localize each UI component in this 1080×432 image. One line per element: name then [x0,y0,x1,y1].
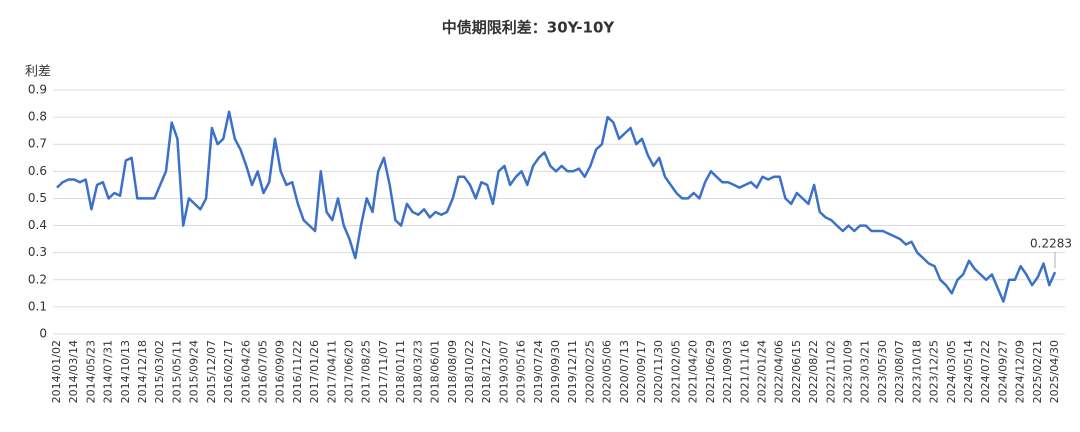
chart-title: 中债期限利差：30Y-10Y [442,19,616,37]
x-tick-label: 2021/04/20 [687,340,700,403]
x-tick-label: 2025/02/21 [1031,340,1044,403]
x-tick-label: 2016/09/09 [274,340,287,403]
y-tick-label: 0.7 [28,137,47,151]
x-tick-label: 2016/04/26 [239,340,252,403]
x-tick-label: 2015/12/07 [205,340,218,403]
x-tick-label: 2020/11/30 [652,340,665,403]
x-tick-label: 2023/01/09 [842,340,855,403]
x-tick-label: 2023/12/25 [928,340,941,403]
x-tick-label: 2016/07/05 [256,340,269,403]
x-tick-label: 2023/05/30 [876,340,889,403]
x-tick-label: 2014/03/14 [67,340,80,403]
x-tick-label: 2020/02/25 [583,340,596,403]
x-tick-label: 2019/12/11 [566,340,579,403]
y-tick-label: 0.4 [28,218,47,232]
x-tick-label: 2024/03/05 [945,340,958,403]
x-tick-label: 2017/04/11 [325,340,338,403]
x-tick-label: 2024/07/22 [979,340,992,403]
x-tick-label: 2016/11/22 [291,340,304,403]
x-tick-label: 2016/02/17 [222,340,235,403]
x-tick-label: 2018/01/11 [394,340,407,403]
y-tick-label: 0.6 [28,164,47,178]
x-tick-label: 2014/10/13 [119,340,132,403]
data-line [56,110,1057,303]
x-tick-label: 2020/09/17 [635,340,648,403]
x-tick-label: 2017/08/25 [360,340,373,403]
x-tick-label: 2017/11/07 [377,340,390,403]
x-tick-label: 2022/08/22 [807,340,820,403]
x-tick-label: 2025/04/30 [1048,340,1061,403]
x-tick-label: 2023/03/21 [859,340,872,403]
x-tick-label: 2021/11/16 [738,340,751,403]
x-tick-label: 2018/12/27 [480,340,493,403]
x-tick-label: 2018/03/23 [411,340,424,403]
x-tick-label: 2019/07/24 [532,340,545,403]
y-tick-label: 0.8 [28,110,47,124]
x-tick-label: 2020/05/06 [601,340,614,403]
y-axis-label: 利差 [25,65,51,80]
y-tick-label: 0 [39,327,47,341]
x-tick-label: 2019/03/07 [497,340,510,403]
x-tick-label: 2014/07/31 [102,340,115,403]
x-tick-label: 2024/09/27 [996,340,1009,403]
x-tick-label: 2018/06/01 [429,340,442,403]
x-tick-label: 2020/07/13 [618,340,631,403]
x-tick-label: 2024/12/09 [1014,340,1027,403]
y-tick-label: 0.1 [28,299,47,313]
y-tick-label: 0.5 [28,191,47,205]
y-tick-label: 0.3 [28,245,47,259]
x-tick-label: 2014/05/23 [84,340,97,403]
x-tick-label: 2018/08/09 [446,340,459,403]
x-tick-label: 2015/09/24 [188,340,201,403]
x-tick-label: 2022/06/15 [790,340,803,403]
x-tick-label: 2023/08/07 [893,340,906,403]
x-tick-label: 2017/01/26 [308,340,321,403]
x-tick-label: 2017/06/20 [343,340,356,403]
x-tick-label: 2015/05/11 [170,340,183,403]
x-tick-label: 2021/06/29 [704,340,717,403]
x-tick-label: 2018/10/22 [463,340,476,403]
x-tick-label: 2014/12/18 [136,340,149,403]
x-tick-label: 2015/03/02 [153,340,166,403]
y-tick-label: 0.9 [28,83,47,97]
x-tick-label: 2019/09/30 [549,340,562,403]
x-tick-label: 2021/02/05 [669,340,682,403]
x-tick-label: 2022/04/06 [773,340,786,403]
x-tick-label: 2024/05/14 [962,340,975,403]
x-tick-label: 2021/09/03 [721,340,734,403]
y-tick-label: 0.2 [28,272,47,286]
x-tick-label: 2022/11/02 [824,340,837,403]
data-label: 0.2283 [1030,237,1072,251]
x-tick-label: 2019/05/16 [515,340,528,403]
x-tick-label: 2022/01/24 [755,340,768,403]
x-tick-label: 2023/10/18 [910,340,923,403]
x-tick-label: 2014/01/02 [50,340,63,403]
